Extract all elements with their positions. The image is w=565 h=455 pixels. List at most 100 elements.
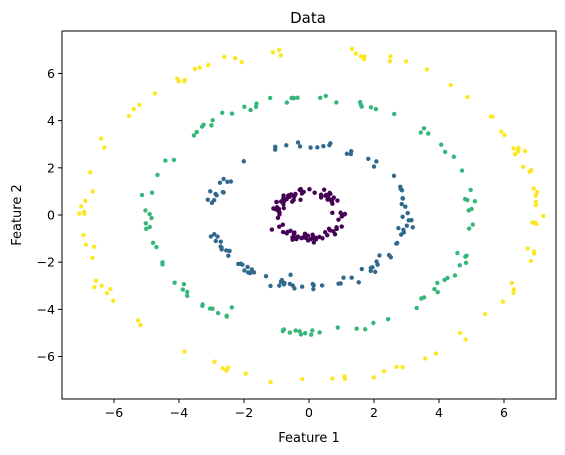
data-point: [217, 180, 223, 185]
data-point: [229, 305, 235, 310]
data-point: [387, 58, 393, 64]
data-point: [150, 240, 156, 245]
data-point: [220, 366, 225, 371]
data-point: [424, 67, 430, 72]
data-point: [281, 282, 287, 287]
data-point: [463, 254, 468, 259]
data-point: [220, 110, 225, 115]
data-point: [348, 151, 354, 157]
data-point: [163, 158, 168, 163]
data-point: [366, 156, 371, 161]
data-point: [405, 210, 410, 216]
data-point: [385, 316, 391, 322]
data-point: [311, 240, 317, 245]
data-point: [426, 131, 431, 136]
data-point: [388, 54, 393, 59]
data-point: [281, 205, 286, 211]
data-point: [326, 226, 332, 231]
data-point: [212, 232, 217, 237]
data-point: [319, 193, 324, 199]
data-point: [512, 152, 518, 157]
data-point: [325, 197, 330, 202]
data-point: [90, 189, 95, 194]
data-point: [470, 222, 475, 227]
data-point: [531, 249, 537, 254]
data-point: [515, 149, 521, 154]
data-point: [83, 242, 89, 247]
data-point: [338, 210, 343, 215]
data-point: [359, 266, 365, 272]
data-point: [288, 272, 293, 277]
data-point: [154, 244, 159, 250]
data-point: [209, 123, 214, 128]
x-axis-label: Feature 1: [278, 431, 340, 446]
data-point: [98, 136, 104, 141]
data-point: [373, 269, 378, 275]
data-point: [302, 331, 308, 336]
data-point: [143, 221, 148, 226]
data-point: [275, 215, 281, 221]
data-point: [253, 104, 259, 110]
data-point: [191, 133, 197, 138]
x-axis-ticks: −6 −4 −2 0 2 4 6: [105, 399, 508, 420]
data-point: [281, 193, 286, 198]
data-point: [225, 179, 230, 184]
data-point: [511, 290, 516, 296]
data-point: [91, 244, 97, 250]
data-point: [194, 129, 200, 135]
data-point: [353, 51, 358, 56]
y-tick-label: 6: [47, 66, 55, 81]
data-point: [516, 145, 521, 150]
data-point: [292, 286, 297, 291]
data-point: [288, 228, 293, 234]
data-point: [277, 283, 282, 288]
data-point: [399, 201, 404, 207]
data-point: [448, 82, 453, 88]
data-point: [509, 280, 515, 286]
data-point: [224, 314, 229, 319]
data-point: [339, 224, 344, 229]
data-point: [403, 59, 409, 64]
data-point: [286, 193, 291, 198]
data-point: [268, 379, 273, 385]
x-tick-label: 0: [305, 405, 313, 420]
data-point: [297, 329, 302, 334]
data-point: [396, 225, 401, 231]
data-point: [270, 50, 276, 55]
data-point: [180, 287, 186, 292]
data-point: [342, 211, 348, 217]
data-point: [99, 283, 104, 288]
data-point: [182, 349, 187, 354]
data-point: [502, 132, 507, 138]
data-point: [534, 221, 539, 227]
data-point: [500, 299, 506, 304]
y-axis-label: Feature 2: [10, 184, 25, 246]
data-point: [336, 217, 341, 222]
data-point: [131, 106, 136, 112]
data-point: [527, 169, 532, 174]
data-point: [284, 143, 289, 148]
data-point: [317, 330, 322, 335]
data-point: [229, 111, 235, 116]
data-point: [371, 375, 376, 380]
x-tick-label: 2: [370, 405, 378, 420]
data-point: [233, 56, 238, 61]
data-point: [435, 280, 440, 286]
data-point: [371, 164, 377, 169]
data-point: [126, 113, 132, 119]
data-point: [172, 280, 177, 285]
data-point: [445, 275, 450, 281]
data-point: [321, 187, 327, 192]
data-point: [206, 62, 211, 68]
data-point: [149, 190, 155, 195]
data-point: [213, 238, 218, 244]
data-point: [472, 199, 478, 204]
data-point: [280, 222, 286, 227]
data-point: [422, 356, 428, 361]
data-point: [149, 215, 154, 221]
data-point: [280, 229, 286, 235]
data-point: [208, 234, 214, 239]
data-point: [391, 173, 397, 178]
data-point: [386, 252, 392, 258]
data-point: [499, 129, 504, 134]
